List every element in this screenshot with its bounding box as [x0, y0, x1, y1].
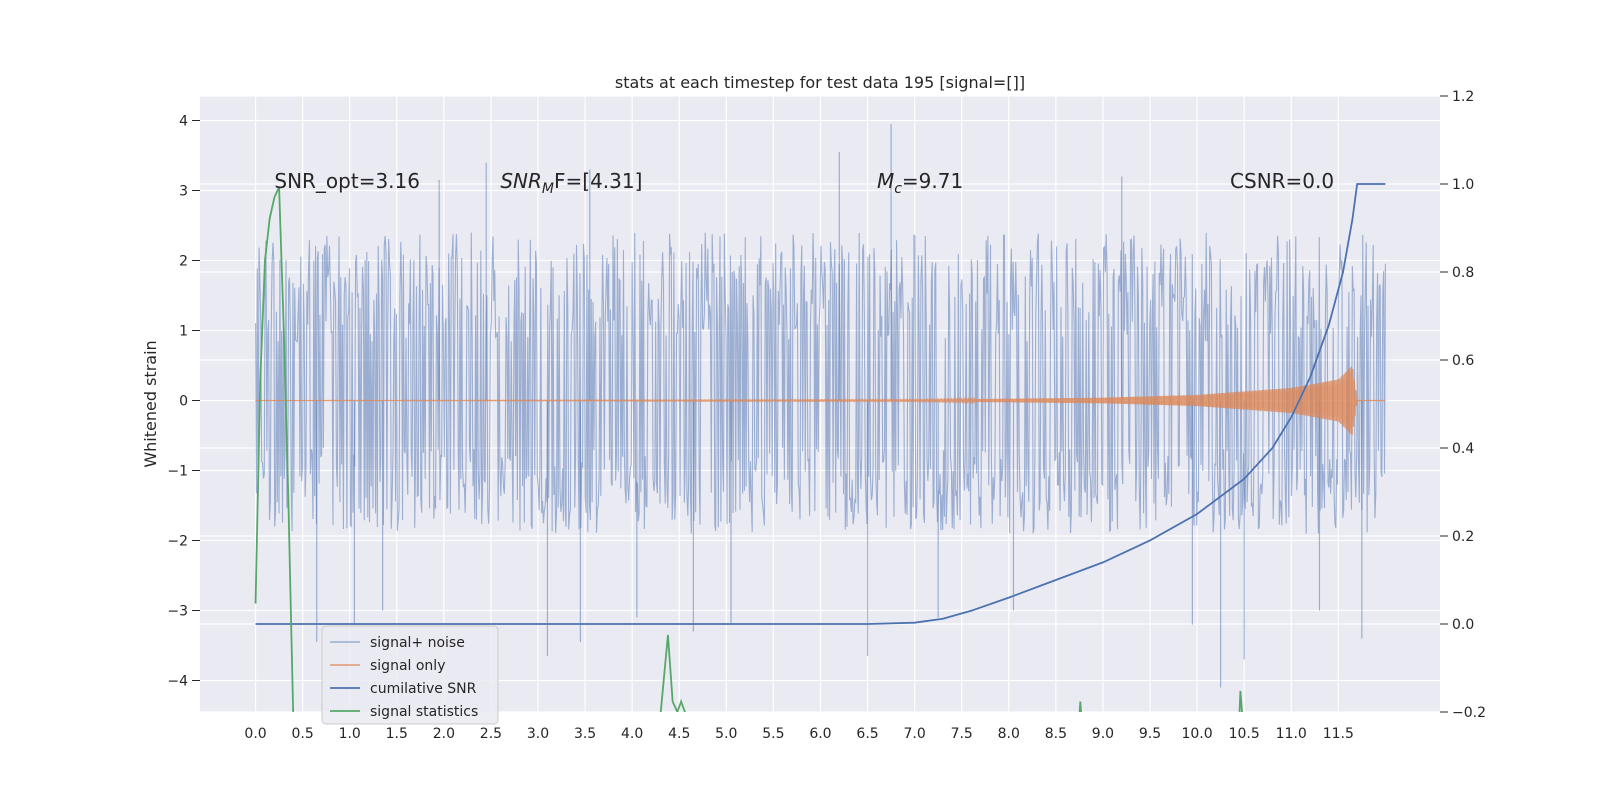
- legend: signal+ noise signal only cumilative SNR si…: [321, 625, 499, 725]
- legend-label: signal only: [370, 658, 445, 674]
- x-tick-label: 5.0: [715, 726, 737, 742]
- y-tick-label: −4: [167, 674, 188, 690]
- y-right-tick-label: 1.0: [1452, 177, 1474, 193]
- x-tick-label: 10.0: [1181, 726, 1212, 742]
- annotation-text: CSNR=0.0: [1230, 169, 1334, 193]
- annotations: SNR_opt=3.16 SNRMF=[4.31] Mc=9.71 CSNR=0.0: [274, 169, 1334, 197]
- x-tick-label: 7.5: [951, 726, 973, 742]
- y-tick-label: 4: [179, 114, 188, 130]
- x-tick-label: 7.0: [903, 726, 925, 742]
- series-layer: [254, 124, 1386, 712]
- y-tick-label: −3: [167, 604, 188, 620]
- annotation-text: SNRMF=[4.31]: [500, 169, 642, 197]
- legend-label: cumilative SNR: [370, 681, 477, 697]
- x-tick-label: 8.0: [998, 726, 1020, 742]
- x-tick-label: 10.5: [1229, 726, 1260, 742]
- x-tick-label: 1.0: [339, 726, 361, 742]
- x-tick-label: 3.0: [527, 726, 549, 742]
- x-tick-label: 6.0: [809, 726, 831, 742]
- signal-statistics-line: [254, 186, 295, 712]
- x-tick-label: 1.5: [386, 726, 408, 742]
- y-tick-label: 2: [179, 254, 188, 270]
- x-tick-label: 9.0: [1092, 726, 1114, 742]
- x-tick-label: 4.5: [668, 726, 690, 742]
- x-tick-label: 2.0: [433, 726, 455, 742]
- legend-label: signal+ noise: [370, 635, 465, 651]
- signal-statistics-line: [1238, 690, 1243, 712]
- y-tick-label: 0: [179, 394, 188, 410]
- y-right-tick-label: −0.2: [1452, 705, 1486, 721]
- annotation-text: SNR_opt=3.16: [274, 169, 420, 193]
- y-right-tick-label: 0.2: [1452, 529, 1474, 545]
- x-tick-label: 8.5: [1045, 726, 1067, 742]
- x-tick-label: 0.5: [291, 726, 313, 742]
- chart-title: stats at each timestep for test data 195…: [615, 73, 1025, 92]
- y-right-tick-label: 0.4: [1452, 441, 1474, 457]
- y-tick-label: 3: [179, 184, 188, 200]
- y-right-tick-label: 0.6: [1452, 353, 1474, 369]
- x-tick-label: 0.0: [244, 726, 266, 742]
- signal-noise-line: [255, 232, 1386, 534]
- axes: 0.0 0.5 1.0 1.5 2.0 2.5 3.0 3.5 4.0 4.5 5.0 5.5 6.0 6…: [167, 89, 1486, 742]
- y-tick-label: 1: [179, 324, 188, 340]
- y-tick-label: −2: [167, 534, 188, 550]
- x-tick-label: 5.5: [762, 726, 784, 742]
- x-tick-label: 11.0: [1276, 726, 1307, 742]
- x-tick-label: 2.5: [480, 726, 502, 742]
- x-tick-label: 3.5: [574, 726, 596, 742]
- y-right-tick-label: 0.8: [1452, 265, 1474, 281]
- x-tick-label: 4.0: [621, 726, 643, 742]
- signal-statistics-line: [659, 634, 687, 712]
- signal-only-line: [255, 366, 1386, 436]
- y-right-tick-label: 1.2: [1452, 89, 1474, 105]
- signal-statistics-line: [1078, 701, 1082, 712]
- legend-box: [321, 625, 499, 725]
- y-axis-label: Whitened strain: [141, 340, 160, 467]
- cumulative-snr-line: [255, 183, 1386, 625]
- y-tick-label: −1: [167, 464, 188, 480]
- x-tick-label: 9.5: [1139, 726, 1161, 742]
- grid-lines: [200, 95, 1440, 713]
- legend-label: signal statistics: [370, 704, 478, 720]
- annotation-text: Mc=9.71: [877, 169, 963, 197]
- x-tick-label: 11.5: [1323, 726, 1354, 742]
- y-right-tick-label: 0.0: [1452, 617, 1474, 633]
- x-tick-label: 6.5: [856, 726, 878, 742]
